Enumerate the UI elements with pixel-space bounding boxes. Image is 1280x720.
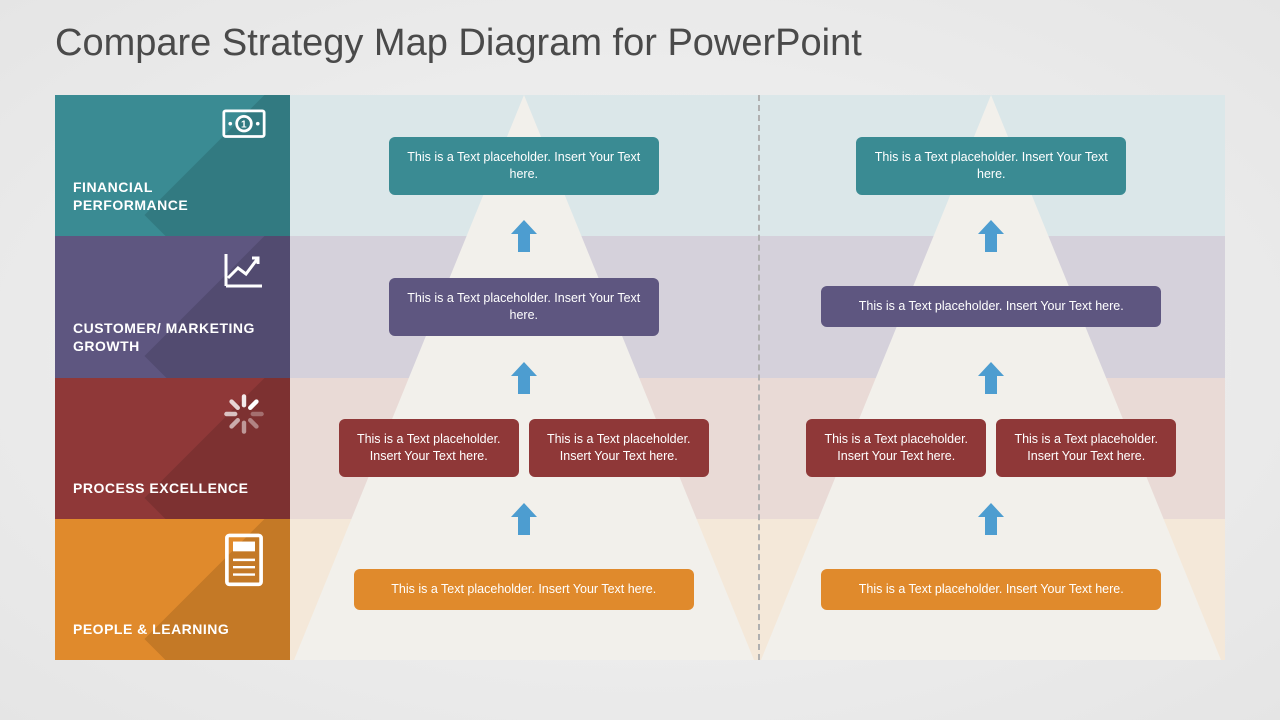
label-shadow — [144, 519, 290, 660]
up-arrow-icon — [509, 501, 539, 537]
svg-text:1: 1 — [241, 119, 247, 130]
row-label-financial: 1 FINANCIAL PERFORMANCE — [55, 95, 290, 236]
money-icon: 1 — [222, 109, 266, 147]
chart-icon — [222, 250, 266, 288]
text-box[interactable]: This is a Text placeholder. Insert Your … — [996, 419, 1176, 477]
up-arrow-icon — [976, 501, 1006, 537]
row-customer: CUSTOMER/ MARKETING GROWTH This is a Text… — [55, 236, 1225, 377]
up-arrow-icon — [976, 360, 1006, 396]
row-label-process: PROCESS EXCELLENCE — [55, 378, 290, 519]
text-box[interactable]: This is a Text placeholder. Insert Your … — [389, 137, 659, 195]
label-shadow — [144, 236, 290, 377]
row-label-text: PEOPLE & LEARNING — [73, 620, 272, 638]
text-box[interactable]: This is a Text placeholder. Insert Your … — [856, 137, 1126, 195]
label-shadow — [144, 95, 290, 236]
row-label-people: PEOPLE & LEARNING — [55, 519, 290, 660]
up-arrow-icon — [976, 218, 1006, 254]
slide-title: Compare Strategy Map Diagram for PowerPo… — [55, 22, 862, 65]
panel-left-financial: This is a Text placeholder. Insert Your … — [290, 95, 758, 236]
text-box[interactable]: This is a Text placeholder. Insert Your … — [821, 569, 1161, 610]
row-people: PEOPLE & LEARNING This is a Text placehol… — [55, 519, 1225, 660]
panel-right-people: This is a Text placeholder. Insert Your … — [758, 519, 1226, 660]
row-label-text: CUSTOMER/ MARKETING GROWTH — [73, 319, 272, 355]
text-box[interactable]: This is a Text placeholder. Insert Your … — [821, 286, 1161, 327]
panel-left-process: This is a Text placeholder. Insert Your … — [290, 378, 758, 519]
up-arrow-icon — [509, 360, 539, 396]
row-financial: 1 FINANCIAL PERFORMANCE This is a Text pla… — [55, 95, 1225, 236]
text-box[interactable]: This is a Text placeholder. Insert Your … — [529, 419, 709, 477]
label-shadow — [144, 378, 290, 519]
panel-right-customer: This is a Text placeholder. Insert Your … — [758, 236, 1226, 377]
loading-icon — [222, 392, 266, 430]
up-arrow-icon — [509, 218, 539, 254]
strategy-grid: 1 FINANCIAL PERFORMANCE This is a Text pla… — [55, 95, 1225, 660]
book-icon — [222, 533, 266, 571]
center-divider — [758, 95, 760, 660]
text-box[interactable]: This is a Text placeholder. Insert Your … — [339, 419, 519, 477]
row-label-text: PROCESS EXCELLENCE — [73, 479, 272, 497]
panel-left-people: This is a Text placeholder. Insert Your … — [290, 519, 758, 660]
panel-left-customer: This is a Text placeholder. Insert Your … — [290, 236, 758, 377]
text-box[interactable]: This is a Text placeholder. Insert Your … — [354, 569, 694, 610]
panel-right-financial: This is a Text placeholder. Insert Your … — [758, 95, 1226, 236]
row-label-customer: CUSTOMER/ MARKETING GROWTH — [55, 236, 290, 377]
row-label-text: FINANCIAL PERFORMANCE — [73, 178, 272, 214]
text-box[interactable]: This is a Text placeholder. Insert Your … — [389, 278, 659, 336]
panel-right-process: This is a Text placeholder. Insert Your … — [758, 378, 1226, 519]
text-box[interactable]: This is a Text placeholder. Insert Your … — [806, 419, 986, 477]
row-process: PROCESS EXCELLENCE This is a Text placeho… — [55, 378, 1225, 519]
